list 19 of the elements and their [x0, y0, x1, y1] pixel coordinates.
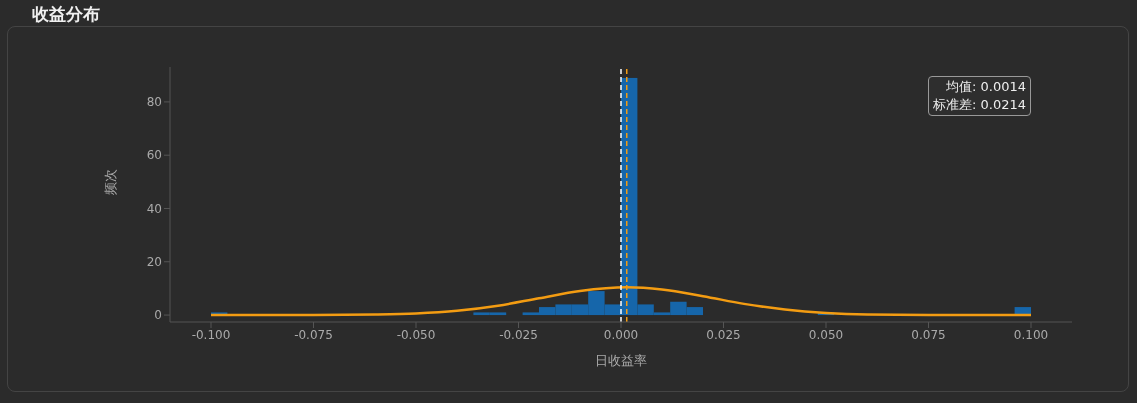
- x-tick-label: 0.050: [808, 327, 844, 342]
- y-tick-label: 60: [146, 148, 162, 163]
- x-axis-title: 日收益率: [595, 353, 647, 368]
- y-tick-label: 80: [146, 95, 162, 110]
- y-axis-title: 频次: [102, 168, 118, 195]
- y-tick-label: 0: [154, 308, 162, 323]
- chart-title: 收益分布: [32, 3, 100, 26]
- x-tick-label: -0.050: [396, 327, 436, 342]
- annotation: 均值: 0.0014: [945, 78, 1026, 96]
- x-tick-label: 0.000: [603, 327, 639, 342]
- y-tick-label: 20: [146, 255, 162, 270]
- y-tick-label: 40: [146, 201, 162, 216]
- x-tick-label: 0.075: [911, 327, 946, 342]
- x-tick-label: -0.025: [499, 327, 538, 342]
- annotation: 标准差: 0.0214: [933, 96, 1026, 114]
- x-tick-label: 0.100: [1013, 327, 1049, 342]
- x-tick-label: -0.075: [294, 327, 333, 342]
- x-tick-label: -0.100: [191, 327, 231, 342]
- x-tick-label: 0.025: [706, 327, 741, 342]
